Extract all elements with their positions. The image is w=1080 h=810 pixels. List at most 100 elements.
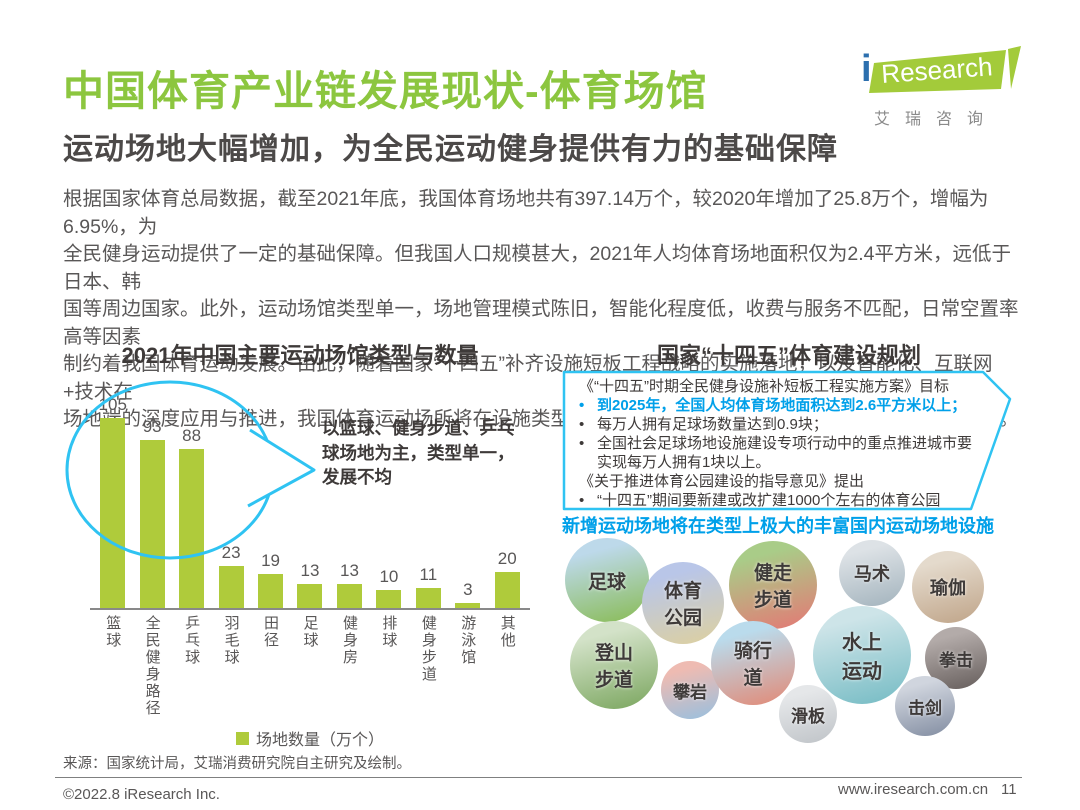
bar-column: 88 [172, 426, 211, 608]
bar-column: 13 [290, 561, 329, 608]
annotation-line: 以篮球、健身步道、乒乓 [322, 418, 515, 438]
bar-value-label: 93 [142, 417, 162, 436]
category-column: 其他 [488, 615, 527, 717]
bar-value-label: 23 [221, 543, 241, 562]
bar-value-label: 11 [419, 565, 438, 584]
bar-column: 13 [330, 561, 369, 608]
bar-value-label: 3 [463, 580, 473, 599]
bar-category-label: 篮球 [104, 615, 122, 649]
plan-highlight: 新增运动场地将在类型上极大的丰富国内运动场地设施 [562, 516, 994, 536]
annotation-line: 发展不均 [322, 467, 392, 487]
bar-column: 11 [409, 565, 448, 608]
plan-line: 《关于推进体育公园建设的指导意见》提出 [579, 472, 978, 491]
sport-circle: 体育 公园 [642, 562, 724, 644]
bar-value-label: 10 [379, 567, 399, 586]
chart-annotation: 以篮球、健身步道、乒乓 球场地为主，类型单一， 发展不均 [322, 416, 537, 490]
sport-circle-label: 足球 [587, 571, 626, 593]
logo-triangle [1008, 46, 1021, 89]
bar-category-label: 排球 [380, 615, 398, 649]
bar [336, 584, 362, 608]
plan-title: 国家“十四五”体育建设规划 [656, 343, 921, 368]
sport-circle-label: 滑板 [791, 706, 825, 726]
legend-swatch [235, 731, 249, 745]
page-subtitle: 运动场地大幅增加，为全民运动健身提供有力的基础保障 [63, 133, 838, 166]
sport-circle-label: 瑜伽 [930, 578, 966, 598]
page-title: 中国体育产业链发展现状-体育场馆 [63, 68, 708, 114]
bar [297, 584, 323, 608]
bar-category-label: 羽毛球 [222, 615, 240, 666]
body-line: 根据国家体育总局数据，截至2021年底，我国体育场地共有397.14万个，较20… [63, 188, 989, 238]
category-column: 健身步道 [409, 615, 448, 717]
bar [455, 603, 481, 608]
iresearch-logo: Research i 艾瑞咨询 [860, 46, 1022, 129]
sport-circle-label: 攀岩 [673, 682, 707, 702]
bar [376, 590, 402, 608]
logo-i-text: i [861, 48, 872, 90]
legend-label: 场地数量（万个） [255, 732, 384, 749]
sport-circle-label: 拳击 [939, 650, 973, 670]
category-column: 全民健身路径 [132, 615, 171, 717]
bar-value-label: 13 [339, 561, 359, 580]
plan-line-text: 每万人拥有足球场数量达到0.9块； [597, 416, 828, 433]
sport-circle-label: 骑行 道 [733, 641, 772, 689]
chart-title: 2021年中国主要运动场馆类型与数量 [121, 343, 479, 368]
bar-column: 93 [132, 417, 171, 608]
annotation-line: 球场地为主，类型单一， [322, 442, 515, 463]
copyright: ©2022.8 iResearch Inc. [63, 786, 220, 803]
category-column: 健身房 [330, 615, 369, 717]
sport-circle-label: 登山 步道 [594, 643, 633, 691]
category-column: 羽毛球 [211, 615, 250, 717]
plan-line: • 到2025年，全国人均体育场地面积达到2.6平方米以上； [579, 396, 978, 415]
bar-category-label: 健身步道 [419, 615, 437, 683]
bar-category-label: 健身房 [340, 615, 358, 666]
bar [218, 566, 244, 608]
bar-column: 23 [211, 543, 250, 608]
bar-column: 20 [488, 549, 527, 608]
bullet-marker: • [579, 435, 585, 452]
sport-circle: 马术 [839, 540, 905, 606]
plan-line-text: “十四五”期间要新建或改扩建1000个左右的体育公园 [597, 492, 941, 509]
bar-value-label: 20 [497, 549, 517, 568]
bullet-marker: • [579, 416, 585, 433]
bullet-marker: • [579, 492, 585, 509]
body-line: 国等周边国家。此外，运动场馆类型单一，场地管理模式陈旧，智能化程度低，收费与服务… [63, 298, 1019, 348]
plan-line-text: 《“十四五”时期全民健身设施补短板工程实施方案》目标 [579, 378, 949, 395]
bar-category-label: 其他 [498, 615, 516, 649]
category-column: 田径 [251, 615, 290, 717]
bar-category-label: 乒乓球 [183, 615, 201, 666]
bar-category-label: 田径 [262, 615, 280, 649]
bar-column: 3 [448, 580, 487, 608]
chart-legend: 场地数量（万个） [93, 726, 527, 750]
bar [258, 574, 284, 608]
bar-value-label: 13 [300, 561, 320, 580]
sport-circle: 水上 运动 [813, 606, 911, 704]
sport-circle: 攀岩 [661, 661, 719, 719]
logo-chinese-name: 艾瑞咨询 [874, 111, 999, 128]
category-column: 篮球 [93, 615, 132, 717]
source-note: 来源：国家统计局，艾瑞消费研究院自主研究及绘制。 [63, 756, 411, 772]
bar-category-label: 游泳馆 [459, 615, 477, 666]
bar-column: 105 [93, 395, 132, 608]
plan-line-text: 《关于推进体育公园建设的指导意见》提出 [579, 473, 865, 490]
website-url: www.iresearch.com.cn [838, 781, 989, 798]
body-paragraph: 根据国家体育总局数据，截至2021年底，我国体育场地共有397.14万个，较20… [63, 186, 1019, 434]
plan-line-text: 全国社会足球场地设施建设专项行动中的重点推进城市要实现每万人拥有1块以上。 [597, 435, 973, 471]
page-number: 11 [1001, 781, 1017, 798]
category-column: 足球 [290, 615, 329, 717]
bar-chart-categories: 篮球 全民健身路径 乒乓球 羽毛球 田径 足球 健身房 排球 健身步道 游泳馆 其他 [93, 615, 527, 717]
logo-parallelogram [869, 50, 1006, 93]
bar-value-label: 105 [98, 395, 127, 414]
plan-line-text: 到2025年，全国人均体育场地面积达到2.6平方米以上； [597, 397, 967, 414]
bar [494, 572, 520, 608]
chart-x-axis [90, 608, 530, 610]
sport-circle-label: 水上 运动 [842, 632, 882, 683]
sport-circle-label: 体育 公园 [663, 581, 702, 629]
plan-line: • “十四五”期间要新建或改扩建1000个左右的体育公园 [579, 491, 978, 510]
plan-line: • 每万人拥有足球场数量达到0.9块； [579, 415, 978, 434]
body-line: 全民健身运动提供了一定的基础保障。但我国人口规模甚大，2021年人均体育场地面积… [63, 243, 1011, 293]
bar-category-label: 足球 [301, 615, 319, 649]
sport-circle: 足球 [565, 538, 649, 622]
bullet-marker: • [579, 397, 585, 414]
bar-value-label: 88 [182, 426, 202, 445]
